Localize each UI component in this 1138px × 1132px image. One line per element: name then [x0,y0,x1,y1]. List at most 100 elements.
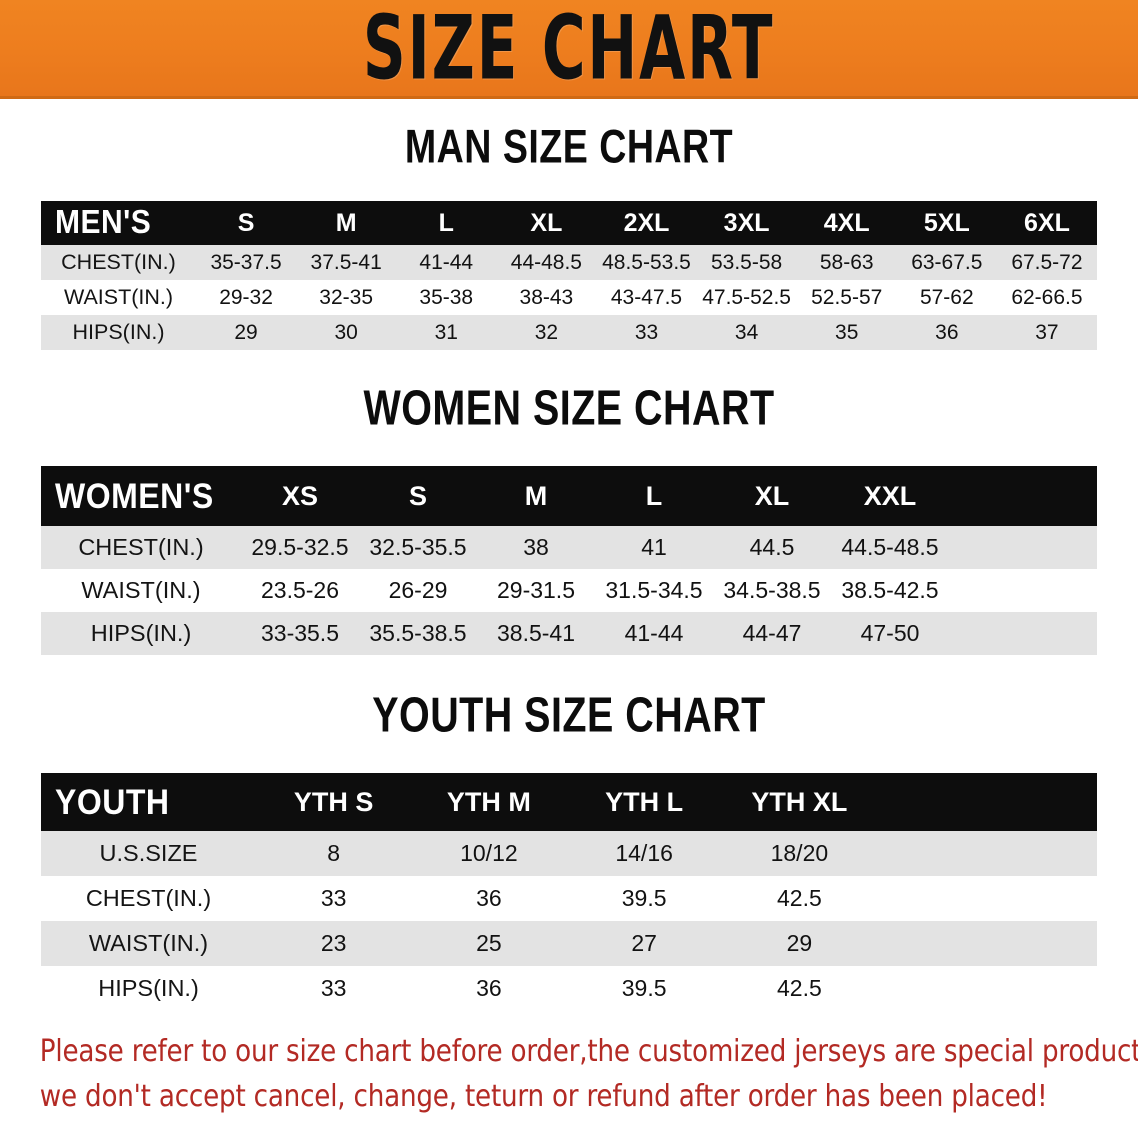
cell-women-1-1: 26-29 [388,577,448,603]
cell-spacer [949,526,1097,569]
cell-youth-1-1: 36 [476,885,502,911]
cell-man-0-2: 41-44 [419,250,474,274]
table-row: HIPS(IN.) 33-35.5 35.5-38.5 38.5-41 41-44 44-… [41,612,1097,655]
column-header-man-4xl: 4XL [823,208,870,237]
cell-man-2-3: 32 [534,320,559,344]
cell-youth-2-0: 23 [320,930,347,956]
cell-man-0-8: 67.5-72 [1011,250,1083,274]
row-label-waist-in-: WAIST(IN.) [63,285,174,309]
table-wrap-youth: YOUTH YTH S YTH M YTH L YTH XL U.S.SIZE 8 10/… [0,773,1138,1011]
cell-youth-3-1: 36 [476,975,502,1001]
cell-man-1-6: 52.5-57 [811,285,883,309]
column-header-man-xl: XL [530,208,563,237]
column-header-youth-yth-s: YTH S [293,786,374,817]
size-table-man: MEN'S S M L XL 2XL 3XL 4XL 5XL 6XL CHEST(IN.) 35-… [41,201,1097,350]
cell-youth-3-0: 33 [320,975,347,1001]
cell-youth-3-3: 42.5 [776,975,822,1001]
cell-man-2-6: 35 [835,320,859,344]
order-notice-line-2: we don't accept cancel, change, teturn o… [39,1079,1048,1114]
column-header-youth-yth-l: YTH L [605,786,684,817]
column-header-youth-spacer [877,773,1097,831]
table-row: CHEST(IN.) 29.5-32.5 32.5-35.5 38 41 44.5 44.5… [41,526,1097,569]
column-header-man-3xl: 3XL [723,208,770,237]
cell-spacer [949,612,1097,655]
page-banner: SIZE CHART [0,0,1138,99]
cell-man-1-8: 62-66.5 [1011,285,1083,309]
cell-man-0-5: 53.5-58 [710,250,783,274]
table-row: WAIST(IN.) 23.5-26 26-29 29-31.5 31.5-34.5 34… [41,569,1097,612]
cell-women-2-4: 44-47 [742,620,802,646]
cell-man-2-5: 34 [734,320,759,344]
column-header-man-l: L [438,208,454,237]
row-label-hips-in-: HIPS(IN.) [90,620,192,646]
cell-man-0-6: 58-63 [819,250,874,274]
column-header-man-m: M [335,208,357,237]
cell-man-0-7: 63-67.5 [911,250,983,274]
cell-youth-1-3: 42.5 [776,885,822,911]
cell-man-0-0: 35-37.5 [210,250,282,274]
column-header-man-s: S [237,208,255,237]
column-header-youth-label: YOUTH [55,781,170,822]
cell-man-0-1: 37.5-41 [310,250,382,274]
cell-man-1-4: 43-47.5 [610,285,683,309]
cell-man-0-3: 44-48.5 [510,250,582,274]
order-notice-line-1: Please refer to our size chart before or… [39,1034,1138,1069]
cell-women-2-0: 33-35.5 [260,620,339,646]
cell-women-0-4: 44.5 [749,534,795,560]
section-women: WOMEN SIZE CHART WOMEN'S XS S M L XL XXL CHES… [0,383,1138,655]
row-label-waist-in-: WAIST(IN.) [88,930,209,956]
page-title: SIZE CHART [363,0,775,99]
table-row: U.S.SIZE 8 10/12 14/16 18/20 [41,831,1097,876]
table-wrap-women: WOMEN'S XS S M L XL XXL CHEST(IN.) 29.5-32.5 32… [0,466,1138,655]
table-row: WAIST(IN.) 23 25 27 29 [41,921,1097,966]
table-row: WAIST(IN.) 29-32 32-35 35-38 38-43 43-47.5 47.… [41,280,1097,315]
row-label-chest-in-: CHEST(IN.) [78,534,204,560]
cell-women-0-2: 38 [523,534,549,560]
cell-spacer [877,831,1097,876]
section-title-women: WOMEN SIZE CHART [363,379,775,436]
row-label-u-s-size: U.S.SIZE [99,840,198,866]
cell-man-2-4: 33 [634,320,659,344]
row-label-hips-in-: HIPS(IN.) [72,320,165,344]
cell-women-1-0: 23.5-26 [260,577,339,603]
cell-man-2-2: 31 [434,320,458,344]
row-label-hips-in-: HIPS(IN.) [98,975,199,1001]
table-row: HIPS(IN.) 33 36 39.5 42.5 [41,966,1097,1011]
cell-spacer [877,876,1097,921]
column-header-women-xxl: XXL [863,480,917,511]
cell-youth-0-0: 8 [327,840,341,866]
column-header-man-6xl: 6XL [1024,208,1070,237]
cell-man-2-7: 36 [935,320,959,344]
cell-youth-2-3: 29 [786,930,813,956]
cell-women-2-1: 35.5-38.5 [369,620,467,646]
cell-women-0-3: 41 [641,534,667,560]
cell-women-0-1: 32.5-35.5 [369,534,467,560]
cell-man-1-3: 38-43 [519,285,574,309]
section-man: MAN SIZE CHART MEN'S S M L XL 2XL 3XL 4XL 5XL 6X… [0,123,1138,350]
section-youth: YOUTH SIZE CHART YOUTH YTH S YTH M YTH L YT… [0,690,1138,1011]
column-header-women-label: WOMEN'S [55,475,214,516]
column-header-women-xs: XS [281,480,319,511]
table-header-row-man: MEN'S S M L XL 2XL 3XL 4XL 5XL 6XL [41,201,1097,245]
cell-women-0-0: 29.5-32.5 [251,534,349,560]
column-header-men-label: MEN'S [55,204,152,241]
table-header-row-youth: YOUTH YTH S YTH M YTH L YTH XL [41,773,1097,831]
cell-youth-0-1: 10/12 [460,840,518,866]
cell-man-2-0: 29 [234,320,258,344]
table-header-row-women: WOMEN'S XS S M L XL XXL [41,466,1097,526]
cell-spacer [877,921,1097,966]
size-table-youth: YOUTH YTH S YTH M YTH L YTH XL U.S.SIZE 8 10/… [41,773,1097,1011]
table-wrap-man: MEN'S S M L XL 2XL 3XL 4XL 5XL 6XL CHEST(IN.) 35-… [0,201,1138,350]
cell-youth-0-3: 18/20 [770,840,829,866]
cell-spacer [877,966,1097,1011]
cell-man-2-8: 37 [1035,320,1059,344]
cell-women-2-2: 38.5-41 [496,620,575,646]
table-head-man: MEN'S S M L XL 2XL 3XL 4XL 5XL 6XL [41,201,1097,245]
cell-women-2-3: 41-44 [624,620,684,646]
table-body-youth: U.S.SIZE 8 10/12 14/16 18/20 CHEST(IN.) 33 36 39… [41,831,1097,1011]
cell-youth-1-0: 33 [320,885,347,911]
column-header-women-s: S [408,480,427,511]
cell-spacer [949,569,1097,612]
section-title-man: MAN SIZE CHART [404,121,734,173]
section-title-youth: YOUTH SIZE CHART [372,686,766,743]
